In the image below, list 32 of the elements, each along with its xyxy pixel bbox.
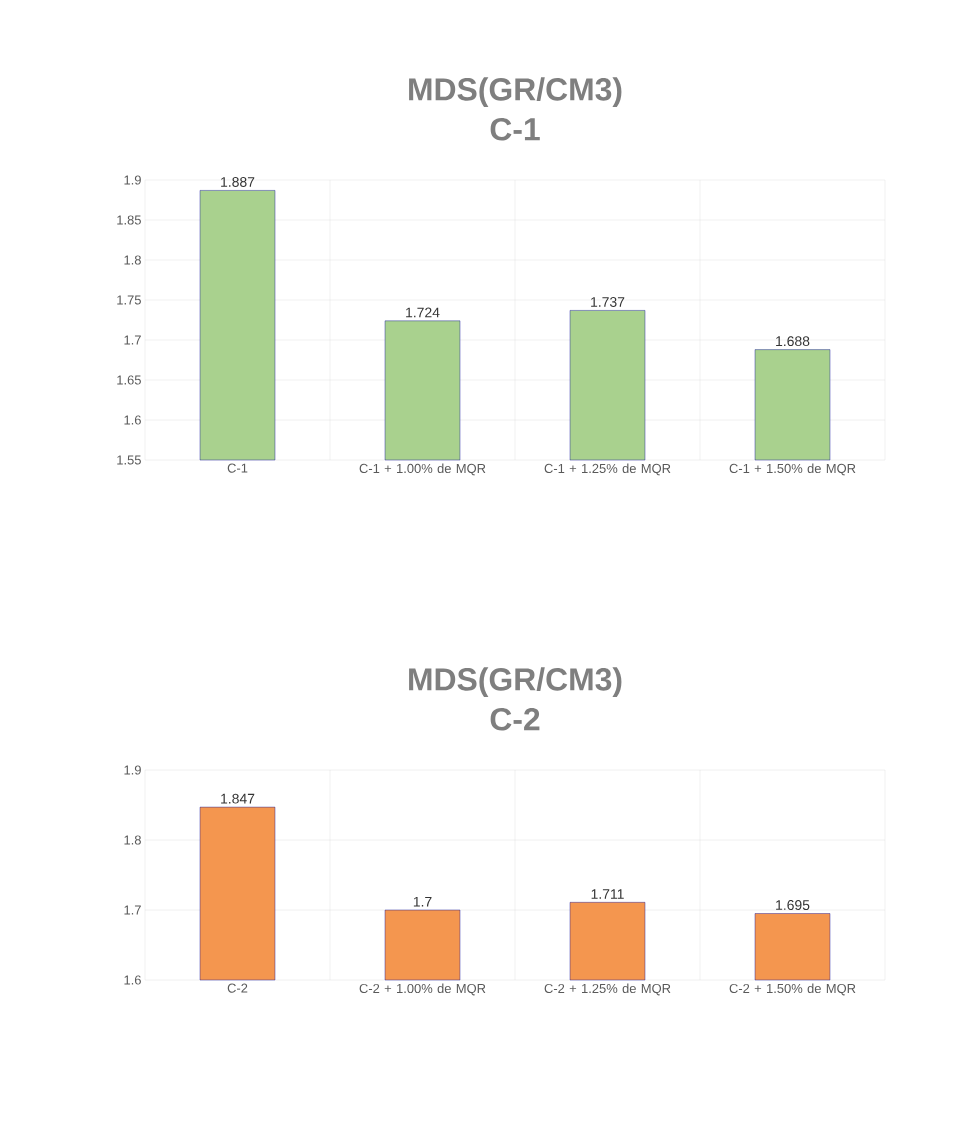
y-tick-label: 1.75	[117, 295, 141, 305]
data-label: 1.688	[776, 336, 810, 347]
data-label: 1.711	[591, 889, 624, 899]
data-label: 1.887	[221, 177, 255, 187]
y-tick-label: 1.85	[117, 215, 141, 225]
data-label: 1.847	[221, 793, 255, 804]
data-label: 1.724	[406, 307, 440, 318]
chart-subtitle: C-2	[490, 707, 540, 731]
y-tick-label: 1.6	[124, 415, 141, 425]
chart-title: MDS(GR/CM3)	[409, 77, 622, 107]
data-label: 1.737	[591, 297, 625, 307]
y-tick-label: 1.9	[124, 765, 141, 775]
y-tick-label: 1.6	[124, 975, 141, 985]
y-tick-label: 1.7	[124, 335, 141, 345]
y-tick-label: 1.8	[124, 255, 141, 265]
x-tick-label: C-1 + 1.00% de MQR	[359, 463, 486, 476]
x-tick-label: C-2 + 1.00% de MQR	[359, 983, 486, 996]
data-label: 1.7	[413, 896, 432, 907]
x-tick-label: C-2 + 1.25% de MQR	[544, 983, 671, 996]
y-tick-label: 1.55	[117, 455, 141, 465]
y-tick-label: 1.7	[124, 905, 141, 915]
chart-title: MDS(GR/CM3)	[409, 667, 622, 697]
x-tick-label: C-2	[227, 983, 248, 993]
chart-subtitle: C-1	[490, 117, 540, 141]
y-tick-label: 1.65	[117, 375, 141, 385]
y-tick-label: 1.9	[124, 175, 141, 185]
y-tick-label: 1.8	[124, 835, 141, 845]
x-tick-label: C-2 + 1.50% de MQR	[729, 983, 856, 996]
x-tick-label: C-1	[227, 463, 248, 473]
x-tick-label: C-1 + 1.50% de MQR	[729, 463, 856, 476]
data-label: 1.695	[776, 900, 810, 910]
x-tick-label: C-1 + 1.25% de MQR	[544, 463, 671, 476]
